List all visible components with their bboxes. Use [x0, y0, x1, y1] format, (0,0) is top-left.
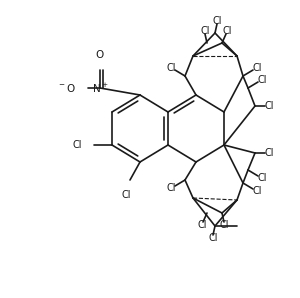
Text: Cl: Cl — [212, 16, 222, 26]
Text: Cl: Cl — [257, 173, 267, 183]
Text: Cl: Cl — [222, 26, 232, 36]
Text: Cl: Cl — [252, 63, 262, 73]
Text: Cl: Cl — [208, 233, 218, 243]
Text: N$^+$: N$^+$ — [92, 81, 108, 94]
Text: Cl: Cl — [257, 75, 267, 85]
Text: Cl: Cl — [166, 183, 176, 193]
Text: $^-$O: $^-$O — [57, 82, 76, 94]
Text: Cl: Cl — [264, 101, 274, 111]
Text: Cl: Cl — [264, 148, 274, 158]
Text: O: O — [96, 50, 104, 60]
Text: Cl: Cl — [252, 186, 262, 196]
Text: Cl: Cl — [197, 220, 207, 230]
Text: Cl: Cl — [166, 63, 176, 73]
Text: Cl: Cl — [200, 26, 210, 36]
Text: Cl: Cl — [121, 190, 131, 200]
Text: Cl: Cl — [73, 140, 82, 150]
Text: Cl: Cl — [219, 220, 229, 230]
